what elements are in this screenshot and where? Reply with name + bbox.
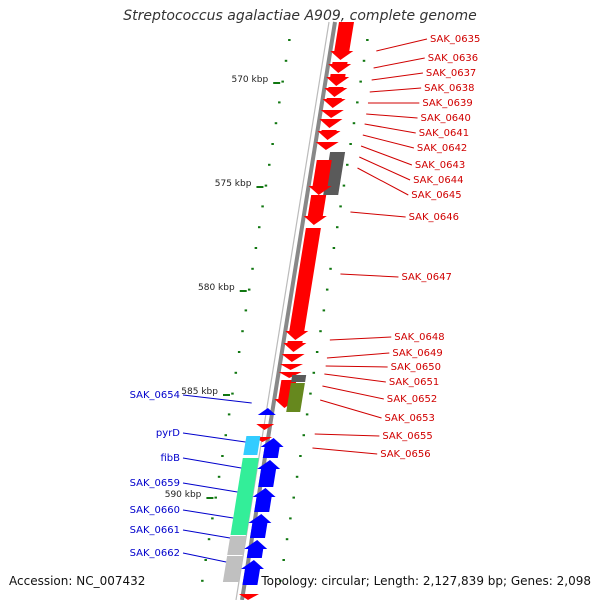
forward-gene-block xyxy=(256,424,275,430)
forward-label-leader xyxy=(362,134,415,149)
forward-gene-label: SAK_0643 xyxy=(415,160,465,171)
forward-gene-block xyxy=(322,98,346,108)
forward-gene-label: SAK_0647 xyxy=(401,272,451,283)
reverse-label-leader xyxy=(182,432,246,443)
reverse-gene-block xyxy=(222,556,244,582)
reverse-gene-block xyxy=(227,536,247,555)
forward-gene-block xyxy=(328,62,352,73)
forward-gene-block xyxy=(303,195,327,225)
forward-label-leader xyxy=(329,336,392,341)
scale-label: 585 kbp xyxy=(181,387,218,397)
forward-gene-label: SAK_0636 xyxy=(428,53,478,64)
forward-label-leader xyxy=(359,156,411,181)
forward-gene-block xyxy=(281,354,305,362)
forward-label-leader xyxy=(373,57,425,69)
reverse-gene-block xyxy=(257,408,276,415)
reverse-gene-label: SAK_0659 xyxy=(130,478,180,489)
forward-gene-block xyxy=(291,375,307,382)
forward-gene-block xyxy=(286,383,305,412)
reverse-label-leader xyxy=(182,529,231,539)
forward-gene-label: SAK_0638 xyxy=(424,83,474,94)
forward-gene-label: SAK_0650 xyxy=(391,362,441,373)
forward-gene-label: SAK_0635 xyxy=(430,34,480,45)
reverse-gene-block xyxy=(257,460,281,487)
map-title: Streptococcus agalactiae A909, complete … xyxy=(123,8,477,24)
reverse-label-leader xyxy=(182,482,238,493)
forward-gene-label: SAK_0642 xyxy=(417,143,467,154)
scale-label: 580 kbp xyxy=(198,283,235,293)
forward-label-leader xyxy=(320,399,382,419)
reverse-label-leader xyxy=(182,394,252,404)
forward-label-leader xyxy=(325,365,388,368)
forward-gene-label: SAK_0639 xyxy=(422,98,472,109)
forward-gene-block xyxy=(315,142,339,150)
forward-label-leader xyxy=(366,113,418,119)
forward-label-leader xyxy=(326,352,390,359)
reverse-gene-block xyxy=(248,514,272,538)
forward-gene-block xyxy=(320,110,344,118)
forward-label-leader xyxy=(312,447,378,455)
forward-gene-label: SAK_0641 xyxy=(419,128,469,139)
reverse-gene-label: SAK_0662 xyxy=(130,548,180,559)
forward-gene-label: SAK_0648 xyxy=(394,332,444,343)
forward-label-leader xyxy=(360,145,413,166)
forward-label-leader xyxy=(340,273,399,278)
scale-label: 575 kbp xyxy=(215,179,252,189)
forward-label-leader xyxy=(371,72,423,81)
forward-gene-block xyxy=(319,119,343,128)
reverse-label-leader xyxy=(182,552,227,563)
forward-label-leader xyxy=(369,87,422,93)
reverse-gene-label: pyrD xyxy=(156,428,180,439)
forward-gene-label: SAK_0655 xyxy=(382,431,432,442)
forward-gene-block xyxy=(239,594,259,600)
forward-gene-label: SAK_0637 xyxy=(426,68,476,79)
forward-gene-label: SAK_0646 xyxy=(409,212,459,223)
forward-gene-block xyxy=(324,87,348,97)
reverse-gene-label: SAK_0661 xyxy=(130,525,180,536)
forward-gene-block xyxy=(326,74,350,86)
forward-gene-block xyxy=(278,372,302,378)
forward-label-leader xyxy=(350,211,406,218)
reverse-gene-block xyxy=(243,436,261,455)
forward-label-leader xyxy=(314,433,380,437)
forward-gene-block xyxy=(308,160,332,195)
forward-label-leader xyxy=(364,123,416,134)
forward-label-leader xyxy=(376,38,428,52)
forward-gene-label: SAK_0651 xyxy=(389,377,439,388)
reverse-label-leader xyxy=(182,457,242,469)
scale-label: 590 kbp xyxy=(165,490,202,500)
forward-label-leader xyxy=(324,373,386,383)
reverse-gene-block xyxy=(241,560,264,585)
reverse-gene-block xyxy=(230,458,259,535)
forward-gene-label: SAK_0644 xyxy=(413,175,463,186)
reverse-gene-label: SAK_0654 xyxy=(130,390,180,401)
genome-summary-text: Topology: circular; Length: 2,127,839 bp… xyxy=(261,574,591,588)
forward-gene-block xyxy=(280,364,303,370)
forward-gene-block xyxy=(283,341,307,352)
backbone-line xyxy=(240,21,337,600)
forward-label-leader xyxy=(357,167,409,196)
reverse-gene-label: SAK_0660 xyxy=(130,505,180,516)
reverse-gene-block xyxy=(244,540,268,558)
reverse-gene-block xyxy=(252,488,276,512)
scale-label: 570 kbp xyxy=(231,75,268,85)
forward-label-leader xyxy=(322,385,384,400)
forward-gene-label: SAK_0640 xyxy=(421,113,471,124)
reverse-label-leader xyxy=(182,509,234,519)
reverse-gene-label: fibB xyxy=(160,453,180,464)
forward-gene-block xyxy=(317,130,341,140)
accession-text: Accession: NC_007432 xyxy=(9,574,146,588)
forward-gene-block xyxy=(330,22,354,60)
forward-gene-label: SAK_0645 xyxy=(411,190,461,201)
forward-gene-label: SAK_0656 xyxy=(380,449,430,460)
reverse-gene-block xyxy=(260,438,284,458)
forward-gene-label: SAK_0649 xyxy=(392,348,442,359)
forward-gene-block xyxy=(285,228,321,340)
forward-gene-label: SAK_0653 xyxy=(385,413,435,424)
forward-gene-label: SAK_0652 xyxy=(387,394,437,405)
